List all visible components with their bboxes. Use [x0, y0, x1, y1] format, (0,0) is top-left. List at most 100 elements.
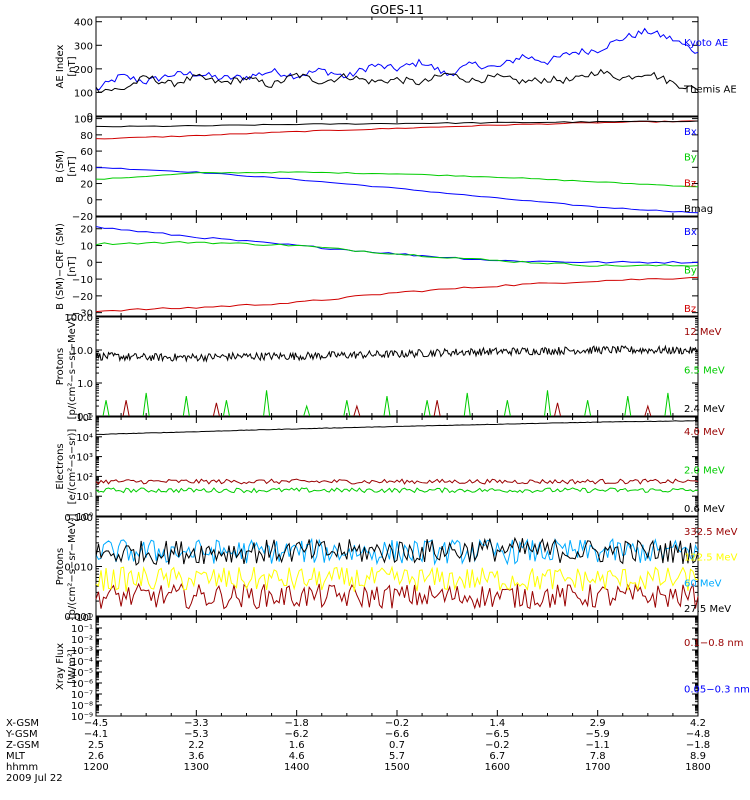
series-spike	[343, 400, 351, 417]
x-axis-value: −5.9	[586, 729, 610, 740]
series-spike	[122, 400, 130, 417]
series-spike	[664, 392, 672, 417]
x-axis-row-label: Y-GSM	[5, 729, 38, 740]
series-spike	[222, 400, 230, 417]
x-axis-value: −4.8	[686, 729, 710, 740]
x-axis-value: 0.7	[389, 740, 405, 751]
x-axis-value: 1500	[384, 762, 409, 773]
series-spike	[212, 402, 220, 417]
y-tick-label: 0.1	[77, 412, 93, 423]
x-axis-value: 1.6	[289, 740, 305, 751]
series-spike	[303, 404, 311, 417]
series-spike	[353, 404, 361, 417]
panel-frame	[95, 16, 699, 117]
y-tick-label: 80	[80, 131, 93, 142]
x-axis-value: 1600	[485, 762, 510, 773]
y-axis-label-line: B (SM)−CRF (SM)	[55, 223, 66, 310]
legend-entry: Bz	[684, 304, 696, 315]
series-spike	[433, 400, 441, 417]
y-axis-label: B (SM)−CRF (SM)[nT]	[55, 223, 78, 310]
y-axis-label-line: [e/(cm²−s−sr)]	[67, 429, 78, 505]
legend-entry: Bx	[684, 127, 697, 138]
series-spike	[624, 396, 632, 417]
y-tick-label: 10⁰	[76, 613, 93, 624]
legend-entry: 0.6 MeV	[684, 504, 725, 515]
series-spike	[142, 392, 150, 417]
x-axis-value: 2.2	[188, 740, 204, 751]
y-tick-label: 10⁻⁵	[71, 668, 93, 679]
x-axis-value: −0.2	[485, 740, 509, 751]
x-axis-value: 7.8	[590, 751, 606, 762]
y-tick-label: 10⁻²	[71, 635, 93, 646]
y-tick-label: 10⁻¹	[71, 624, 93, 635]
panel-frame	[95, 516, 699, 617]
legend-entry: 4.0 MeV	[684, 427, 725, 438]
x-axis-value: −4.1	[84, 729, 108, 740]
y-tick-label: 200	[74, 65, 93, 76]
y-tick-label: 100	[74, 115, 93, 126]
legend-entry: 2.4 MeV	[684, 404, 725, 415]
series-line	[95, 68, 699, 93]
panel-4: 0.11.010.0100.0Protons[p/(cm²−s−sr−MeV)]…	[55, 313, 725, 423]
series-line	[95, 225, 699, 264]
y-axis-label-line: [nT]	[67, 56, 78, 76]
y-axis-label-line: Protons	[55, 548, 66, 585]
x-axis-value: −1.1	[586, 740, 610, 751]
y-tick-label: −20	[72, 292, 93, 303]
y-axis-label-line: [nT]	[67, 156, 78, 176]
y-tick-label: 10⁻⁴	[71, 657, 93, 668]
y-axis-label-line: [W/m²]	[67, 649, 78, 684]
y-tick-label: 0	[87, 196, 93, 207]
legend-entry: 6.5 MeV	[684, 365, 725, 376]
x-axis-value: −1.8	[285, 718, 309, 729]
y-tick-label: 10¹	[76, 492, 93, 503]
series-spike	[423, 400, 431, 417]
x-axis-value: 4.6	[289, 751, 305, 762]
y-tick-label: 10⁻⁸	[71, 701, 93, 712]
series-spike	[463, 392, 471, 417]
series-line	[95, 276, 699, 313]
y-tick-label: 20	[80, 180, 93, 191]
series-line	[95, 171, 699, 188]
y-tick-label: 300	[74, 41, 93, 52]
panel-frame	[95, 316, 699, 417]
series-spike	[503, 400, 511, 417]
legend-entry: By	[684, 153, 697, 164]
y-tick-label: 0.010	[64, 563, 93, 574]
legend-entry: 60 MeV	[684, 578, 722, 589]
x-axis-value: −0.2	[385, 718, 409, 729]
legend-entry: Bmag	[684, 204, 713, 215]
legend-entry: 122.5 MeV	[684, 553, 738, 564]
series-spike	[182, 396, 190, 417]
legend-entry: Bz	[684, 178, 696, 189]
y-tick-label: 10⁻⁶	[71, 679, 93, 690]
y-tick-label: 10²	[76, 472, 93, 483]
y-tick-label: 100.0	[64, 313, 93, 324]
y-tick-label: 0.001	[64, 612, 93, 623]
x-axis-row-label: MLT	[6, 751, 26, 762]
y-axis-label-line: Xray Flux	[55, 643, 66, 690]
y-tick-label: 10⁵	[76, 413, 93, 424]
y-tick-label: 0.100	[64, 513, 93, 524]
series-spike	[383, 396, 391, 417]
x-axis-value: 1400	[284, 762, 309, 773]
series-spike	[544, 390, 551, 417]
y-axis-label-line: [p/(cm²−s−sr−MeV)]	[67, 513, 78, 619]
y-axis-label-line: AE Index	[55, 44, 66, 88]
x-axis-value: 2.9	[590, 718, 606, 729]
series-spike	[554, 402, 562, 417]
panel-6: 0.0010.0100.100Protons[p/(cm²−s−sr−MeV)]…	[55, 513, 738, 623]
x-axis-value: 6.7	[489, 751, 505, 762]
legend-entry: By	[684, 265, 697, 276]
x-axis-value: 1200	[83, 762, 108, 773]
y-tick-label: 10⁻⁷	[71, 690, 93, 701]
series-line	[95, 167, 699, 214]
panel-frame	[95, 216, 699, 317]
y-axis-label-line: Protons	[55, 348, 66, 385]
x-axis-value: −1.8	[686, 740, 710, 751]
series-line	[95, 27, 699, 91]
y-axis-label: Protons[p/(cm²−s−sr−MeV)]	[55, 513, 78, 619]
